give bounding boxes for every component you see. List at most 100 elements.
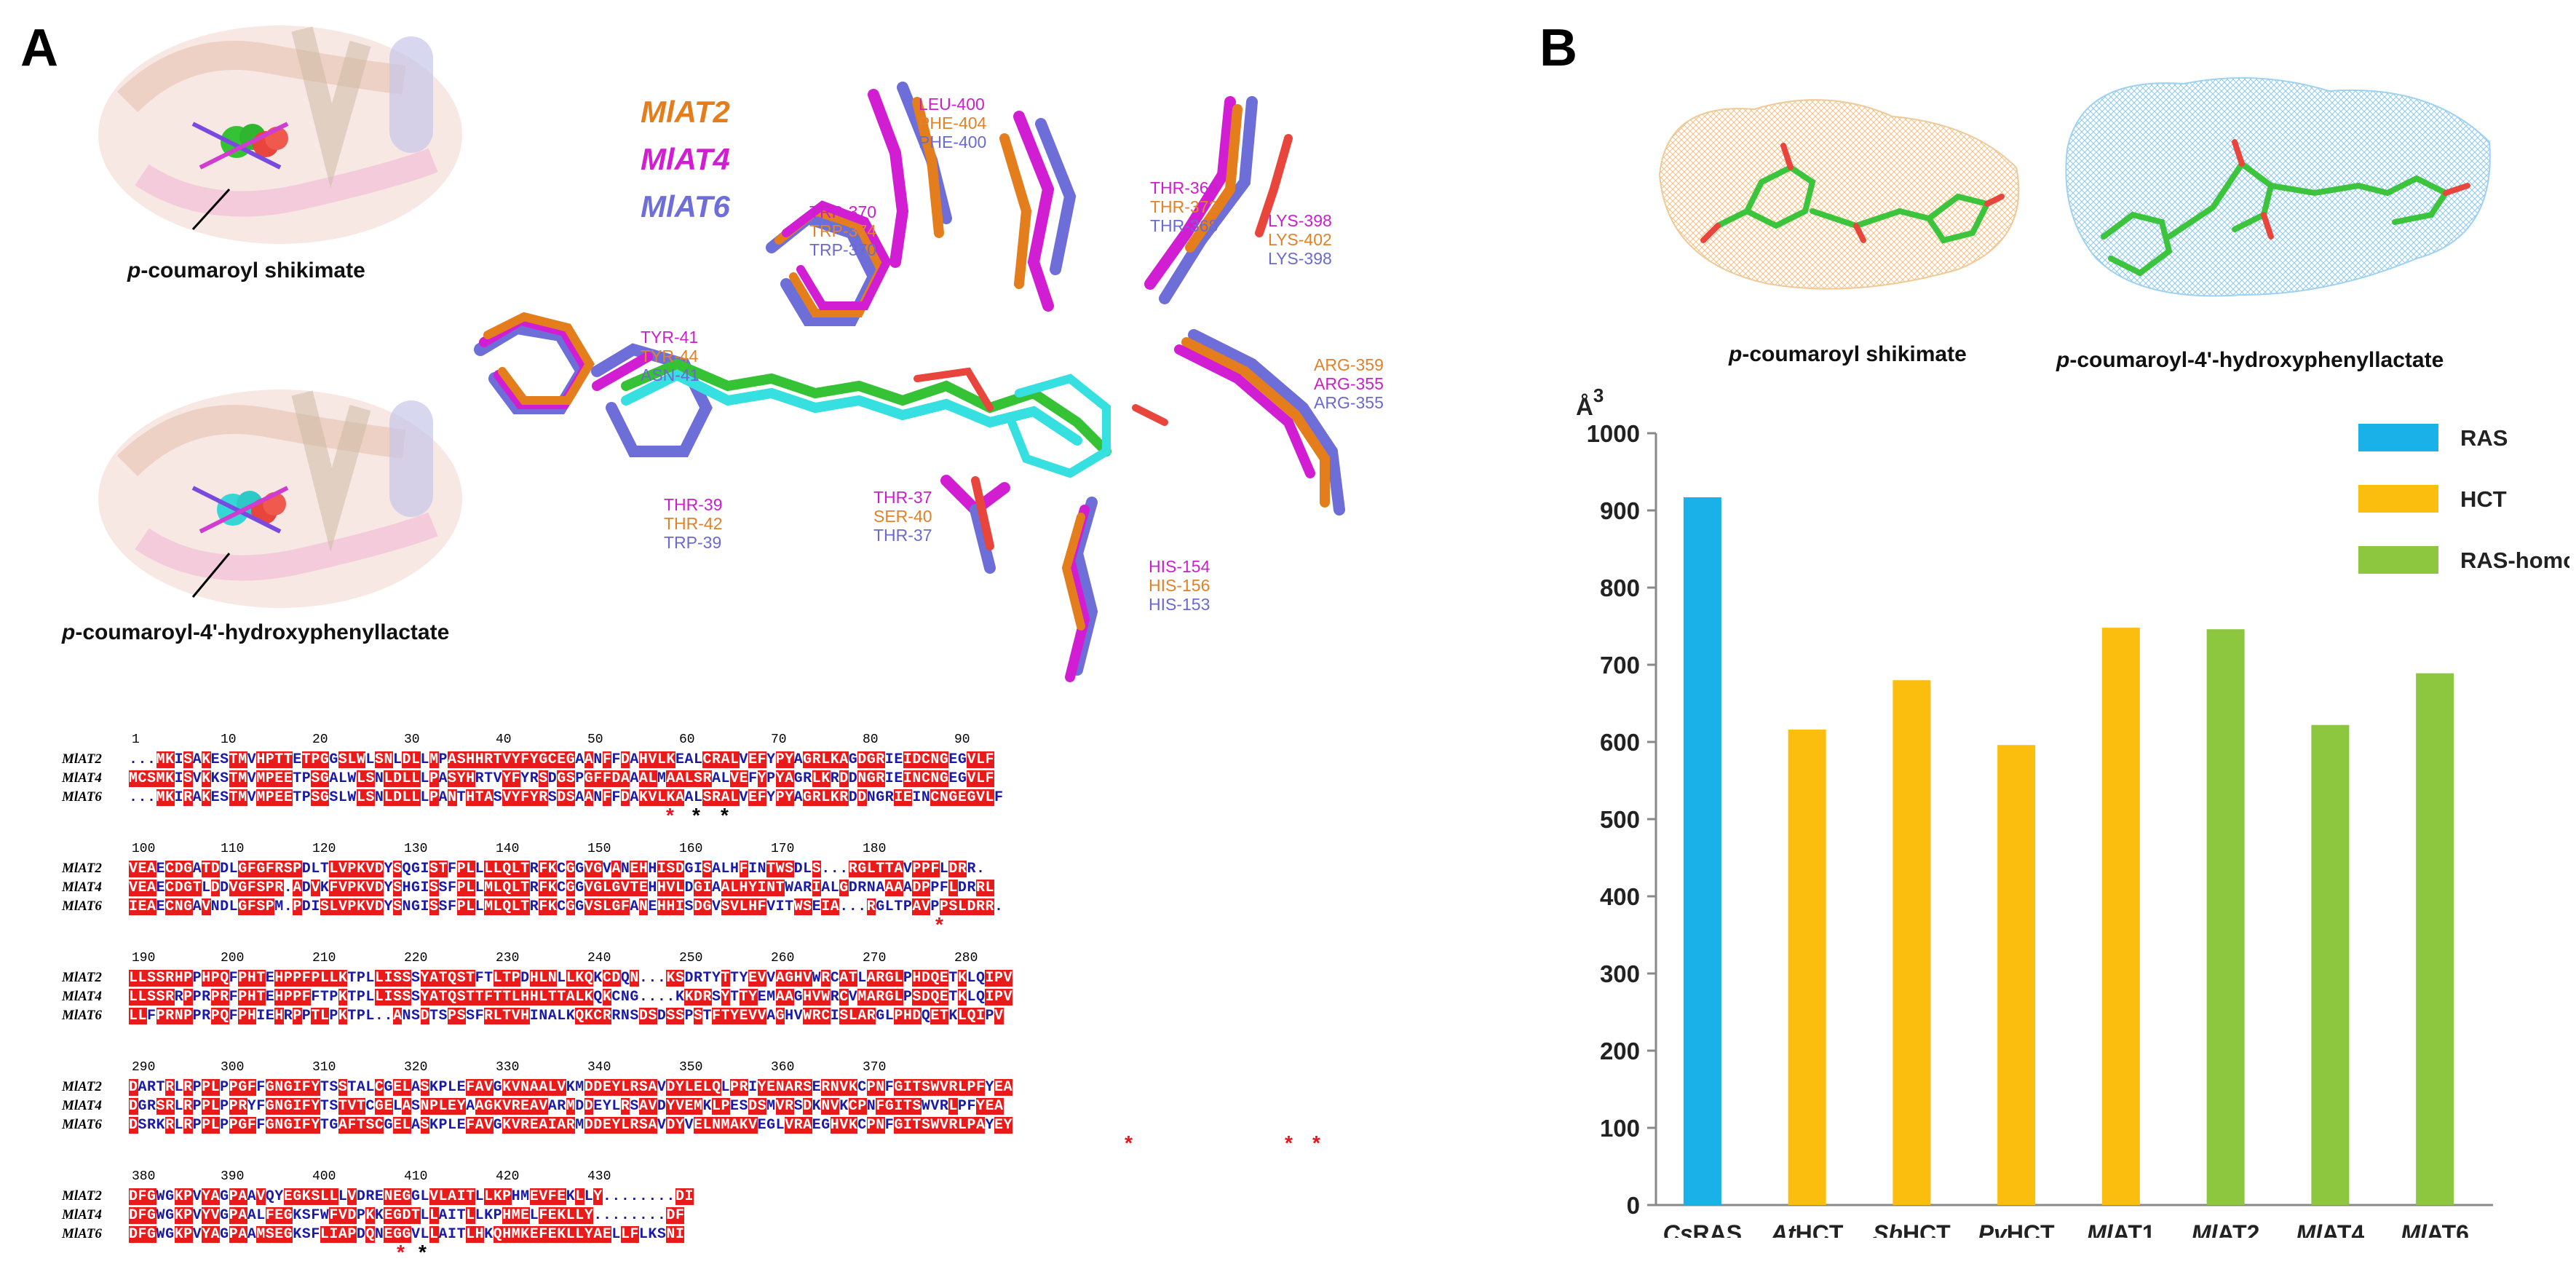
y-tick-label: 1000	[1587, 420, 1640, 447]
alignment-block: 1 10 20 30 40 50 60 70 80 90 MlAT2 ...MKISAKESTMVHP…	[62, 730, 1004, 826]
alignment-position-number: 30	[404, 732, 420, 747]
alignment-block: 190 200 210 220 230 240 250 260 270 280 MlAT2 LLSSR…	[62, 948, 1013, 1043]
bar-athct	[1788, 730, 1826, 1205]
alignment-sequence: IEAECNGAVNDLGFSPM.PDISLVPKVDYSNGISSFPLLM…	[129, 898, 1004, 915]
alignment-row: MlAT4 DGRSRLRPPLPPRYFGNGIFYTSTVTCGELASNPL…	[62, 1097, 1012, 1115]
legend-label-ras: RAS	[2460, 425, 2508, 451]
alignment-position-number: 140	[496, 842, 520, 856]
bar-mlat1	[2101, 628, 2140, 1205]
legend-mlat6: MlAT6	[641, 189, 730, 224]
alignment-position-number: 100	[132, 842, 156, 856]
alignment-position-number: 190	[132, 951, 156, 965]
x-category-suffix: AT4	[2322, 1220, 2364, 1238]
alignment-sequence: MCSMKISVKKSTMVMPEETPSGALWLSNLDLLLPASYHRT…	[129, 770, 994, 787]
x-category-suffix: HCT	[2007, 1220, 2055, 1238]
alignment-position-number: 120	[312, 842, 336, 856]
panel-b-letter: B	[1539, 19, 1577, 77]
alignment-position-number: 70	[771, 732, 787, 747]
mesh-surface-shikimate	[1658, 99, 2020, 290]
x-category-prefix: Ml	[2401, 1220, 2428, 1238]
alignment-position-number: 150	[587, 842, 611, 856]
alignment-row: MlAT4 VEAECDGTLDDVGFSPR.ADVKFVPKVDYSHGISS…	[62, 878, 1004, 897]
y-tick-label: 400	[1600, 883, 1640, 910]
alignment-position-number: 80	[863, 732, 879, 747]
x-category-suffix: AT6	[2427, 1220, 2469, 1238]
alignment-position-number: 50	[587, 732, 603, 747]
alignment-marker-star: *	[721, 804, 729, 826]
legend-mlat2: MlAT2	[641, 95, 730, 129]
alignment-sequence: LLSSRRPPRPRFPHTEHPPFFTPKTPLLISSSYATQSTTF…	[129, 988, 1013, 1006]
alignment-sequence: ...MKIRAKESTMVMPEETPSGSLWLSNLDLLLPANTHTA…	[129, 789, 1004, 806]
alignment-position-number: 240	[587, 951, 611, 965]
alignment-position-number: 110	[221, 842, 245, 856]
y-tick-label: 100	[1600, 1115, 1640, 1142]
x-category-suffix: HCT	[1796, 1220, 1844, 1238]
alignment-marker-star: *	[935, 913, 943, 936]
alignment-seq-name: MlAT6	[62, 1226, 102, 1241]
bar-csras	[1683, 497, 1721, 1205]
x-category-label: PvHCT	[1978, 1220, 2055, 1238]
bar-pvhct	[1997, 745, 2036, 1205]
alignment-seq-name: MlAT2	[62, 1188, 102, 1204]
legend-swatch-hct	[2358, 485, 2438, 513]
res-label-154: HIS-154 HIS-156 HIS-153	[1149, 557, 1210, 614]
bar-mlat4	[2311, 724, 2350, 1205]
alignment-sequence: LLSSRHPPHPQFPHTEHPPFPLLKTPLLISSSYATQSTFT…	[129, 969, 1013, 987]
alignment-position-numbers: 290 300 310 320 330 340 350 360 370	[62, 1057, 1012, 1078]
alignment-row: MlAT6 LLFPRNPPRPQFPHIEHRPPTLPKTPL..ANSDTS…	[62, 1006, 1012, 1025]
active-site-stick-model	[474, 82, 1345, 682]
x-category-prefix: Ml	[2087, 1220, 2114, 1238]
legend-mlat4: MlAT4	[641, 142, 730, 176]
alignment-marker-row: *	[62, 913, 1004, 936]
x-category-label: CsRAS	[1663, 1220, 1742, 1238]
alignment-seq-name: MlAT2	[62, 861, 102, 876]
alignment-position-number: 230	[496, 951, 520, 965]
x-category-suffix: AT2	[2217, 1220, 2259, 1238]
bar-sbhct	[1893, 680, 1931, 1205]
alignment-row: MlAT4 LLSSRRPPRPRFPHTEHPPFFTPKTPLLISSSYAT…	[62, 987, 1013, 1006]
alignment-sequence: DARTRLRPPLPPGFFGNGIFYTSSTALCGELASKPLEFAV…	[129, 1078, 1013, 1096]
x-category-label: MlAT2	[2192, 1220, 2260, 1238]
x-category-prefix: Ml	[2192, 1220, 2219, 1238]
x-category-prefix: Sb	[1873, 1220, 1903, 1238]
alignment-block: 100 110 120 130 140 150 160 170 180 MlAT2 VEAECDGA…	[62, 839, 1004, 936]
caption-coumaroyl-shikimate: p-coumaroyl shikimate	[127, 258, 365, 283]
alignment-position-number: 40	[496, 732, 512, 747]
x-category-suffix: AT1	[2113, 1220, 2155, 1238]
res-label-398: LYS-398 LYS-402 LYS-398	[1268, 211, 1332, 268]
res-label-400: LEU-400 PHE-404 PHE-400	[919, 95, 987, 151]
panel-a-letter: A	[20, 19, 58, 77]
alignment-seq-name: MlAT2	[62, 1079, 102, 1094]
alignment-position-number: 130	[404, 842, 428, 856]
res-label-41: TYR-41 TYR-44 ASN-41	[641, 328, 700, 384]
x-category-suffix: HCT	[1903, 1220, 1951, 1238]
alignment-row: MlAT4 MCSMKISVKKSTMVMPEETPSGALWLSNLDLLLPA…	[62, 769, 1004, 788]
legend-swatch-ras-homo	[2358, 546, 2438, 574]
caption-mesh-shikimate: p-coumaroyl shikimate	[1729, 342, 1967, 366]
alignment-position-number: 320	[404, 1060, 428, 1075]
alignment-seq-name: MlAT6	[62, 789, 102, 805]
alignment-position-number: 350	[679, 1060, 703, 1075]
alignment-row: MlAT2 DFGWGKPVYAGPAAVQYEGKSLLLVDRENEGGLVL…	[62, 1187, 694, 1206]
alignment-position-number: 380	[132, 1169, 156, 1184]
alignment-seq-name: MlAT4	[62, 989, 102, 1004]
alignment-row: MlAT6 IEAECNGAVNDLGFSPM.PDISLVPKVDYSNGISS…	[62, 897, 1004, 916]
alignment-position-number: 270	[863, 951, 887, 965]
res-label-355: ARG-359 ARG-355 ARG-355	[1314, 355, 1384, 412]
x-category-label: SbHCT	[1873, 1220, 1951, 1238]
x-category-prefix: Cs	[1663, 1220, 1693, 1238]
alignment-position-number: 280	[954, 951, 978, 965]
x-category-label: AtHCT	[1770, 1220, 1844, 1238]
alignment-position-number: 290	[132, 1060, 156, 1075]
y-axis-label: Å3	[1576, 384, 1604, 420]
alignment-position-number: 250	[679, 951, 703, 965]
alignment-sequence: VEAECDGTLDDVGFSPR.ADVKFVPKVDYSHGISSFPLLM…	[129, 879, 994, 896]
mesh-surface-hpl	[2065, 77, 2491, 297]
alignment-position-number: 160	[679, 842, 703, 856]
alignment-position-number: 370	[863, 1060, 887, 1075]
alignment-position-number: 90	[954, 732, 970, 747]
legend-swatch-ras	[2358, 424, 2438, 451]
alignment-marker-star: *	[692, 804, 700, 826]
x-category-label: MlAT4	[2296, 1220, 2365, 1238]
